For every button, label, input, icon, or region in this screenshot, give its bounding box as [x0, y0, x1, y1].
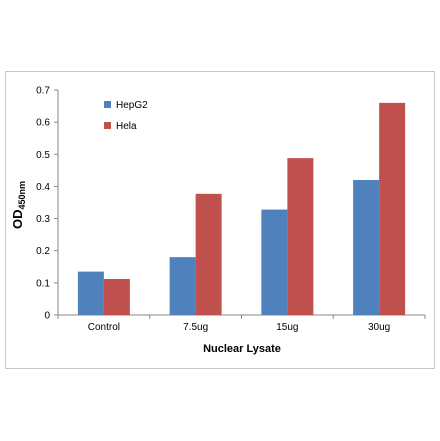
- y-axis-title-main: OD: [10, 210, 25, 230]
- bar-hela-0: [103, 279, 130, 315]
- bar-hepg2-3: [353, 180, 380, 315]
- x-tick-label: 7.5ug: [183, 322, 208, 333]
- bar-hepg2-1: [169, 257, 196, 315]
- x-axis-title: Nuclear Lysate: [203, 343, 281, 355]
- bars: [77, 102, 406, 315]
- tick-labels: 0 0.1 0.2 0.3 0.4 0.5 0.6 0.7 Control 7.5ug 15ug 30…: [36, 86, 390, 334]
- y-tick-label: 0.5: [36, 150, 50, 161]
- chart-frame: [5, 71, 435, 369]
- y-tick-label: 0.7: [36, 86, 50, 97]
- bar-hela-3: [379, 102, 406, 315]
- y-axis-title-subscript: 450nm: [17, 181, 27, 210]
- legend-label: Hela: [116, 121, 137, 132]
- legend-swatch: [104, 101, 111, 108]
- legend: HepG2 Hela: [104, 100, 148, 132]
- y-tick-label: 0.6: [36, 118, 50, 129]
- bar-hepg2-0: [77, 271, 104, 315]
- x-tick-label: Control: [88, 322, 120, 333]
- bar-hepg2-2: [261, 209, 288, 315]
- x-tick-label: 30ug: [368, 322, 390, 333]
- legend-swatch: [104, 122, 111, 129]
- bar-hela-2: [287, 158, 314, 315]
- y-tick-label: 0.2: [36, 246, 50, 257]
- y-tick-label: 0.3: [36, 214, 50, 225]
- bar-hela-1: [195, 193, 222, 315]
- y-tick-label: 0: [44, 311, 50, 322]
- y-tick-label: 0.4: [36, 182, 50, 193]
- x-tick-label: 15ug: [276, 322, 298, 333]
- legend-label: HepG2: [116, 100, 148, 111]
- y-axis-title: OD450nm: [10, 181, 27, 229]
- y-tick-label: 0.1: [36, 278, 50, 289]
